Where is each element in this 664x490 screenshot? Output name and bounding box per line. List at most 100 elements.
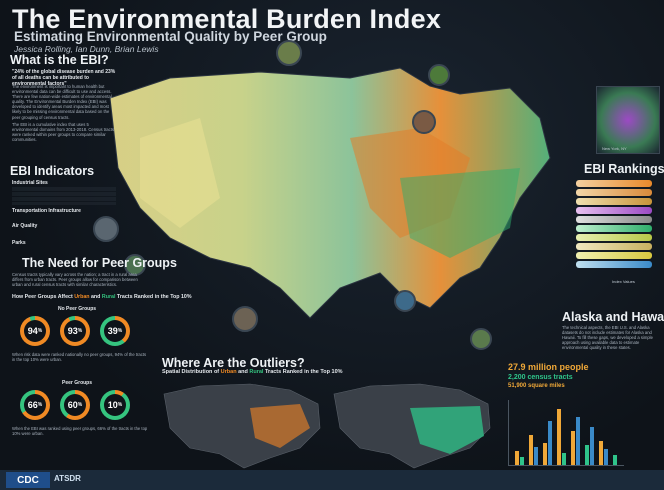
indicator-air: Air Quality	[12, 223, 38, 229]
no-peer-ring-3: 39%	[100, 316, 130, 346]
peer-value-3: 10	[107, 400, 118, 410]
what-is-heading: What is the EBI?	[10, 53, 109, 67]
rankings-heading: EBI Rankings	[584, 162, 664, 176]
outliers-sub-urban: Urban	[220, 369, 237, 375]
bar-15	[613, 455, 617, 465]
peer-pct-1: %	[37, 402, 43, 408]
alaska-heading: Alaska and Hawaii	[562, 310, 664, 324]
photo-circle-rural-icon	[124, 254, 146, 276]
no-peer-pct-1: %	[37, 328, 43, 334]
us-map-hotspot-west	[140, 118, 220, 228]
bar-3	[529, 435, 533, 465]
outliers-subheading: Spatial Distribution of Urban and Rural …	[162, 369, 343, 375]
peer-pct-3: %	[117, 402, 123, 408]
indicator-transport: Transportation Infrastructure	[12, 208, 81, 214]
bar-2	[520, 457, 524, 465]
bar-12	[590, 427, 594, 465]
us-map-hotspot-southeast	[400, 168, 520, 258]
bar-8	[562, 453, 566, 465]
peer-subheading-and: and	[89, 294, 102, 300]
no-peer-ring-2: 93%	[60, 316, 90, 346]
peer-subheading-pre: How Peer Groups Affect	[12, 294, 75, 300]
bar-7	[557, 409, 561, 465]
alaska-tracts: 2,200 census tracts	[508, 374, 573, 381]
outlier-map-urban	[163, 383, 321, 469]
no-peer-pct-2: %	[77, 328, 83, 334]
peer-ring-3: 10%	[100, 390, 130, 420]
no-peer-ring-1: 94%	[20, 316, 50, 346]
atsdr-logo: ATSDR	[54, 474, 81, 483]
peer-body: Census tracts typically vary across the …	[12, 272, 138, 288]
ranking-bar-7	[576, 234, 652, 241]
ranking-bar-1	[576, 180, 652, 187]
peer-subheading-urban: Urban	[74, 294, 90, 300]
peer-label: Peer Groups	[62, 380, 93, 386]
outliers-sub-rural: Rural	[249, 369, 264, 375]
footer-bar	[0, 470, 664, 490]
no-peer-value-3: 39	[107, 326, 118, 336]
ranking-bar-3	[576, 198, 652, 205]
ranking-bar-2	[576, 189, 652, 196]
alaska-bar-chart	[508, 400, 624, 466]
what-is-body1: The environment is important to human he…	[12, 84, 112, 120]
bar-6	[548, 421, 552, 465]
peer-note-1: When risk data were ranked nationally no…	[12, 352, 147, 363]
peer-ring-1: 66%	[20, 390, 50, 420]
bar-14	[604, 449, 608, 465]
ranking-bar-5	[576, 216, 652, 223]
indicator-industrial: Industrial Sites	[12, 180, 48, 186]
alaska-miles: 51,900 square miles	[508, 383, 565, 389]
alaska-people: 27.9 million people	[508, 362, 589, 372]
poster-title: The Environmental Burden Index	[12, 4, 442, 34]
indicator-parks: Parks	[12, 240, 26, 246]
photo-circle-coast-icon	[394, 290, 416, 312]
peer-value-1: 66	[27, 400, 38, 410]
poster-subtitle: Estimating Environmental Quality by Peer…	[14, 29, 327, 44]
nyc-inset-map	[596, 86, 660, 154]
cdc-logo: CDC	[6, 472, 50, 488]
no-peer-label: No Peer Groups	[58, 306, 97, 312]
photo-circle-highway-icon	[93, 216, 119, 242]
no-peer-value-2: 93	[67, 326, 78, 336]
outliers-sub-pre: Spatial Distribution of	[162, 369, 221, 375]
bar-10	[576, 417, 580, 465]
photo-circle-farm-icon	[276, 40, 302, 66]
indicator-industrial-list	[12, 187, 116, 205]
outliers-heading: Where Are the Outliers?	[162, 356, 305, 370]
photo-circle-park-icon	[470, 328, 492, 350]
alaska-body: The technical aspects, the EBI U.S. and …	[562, 325, 653, 351]
ranking-bar-10	[576, 261, 652, 268]
peer-heading: The Need for Peer Groups	[22, 256, 177, 270]
peer-note-2: When the EBI was ranked using peer group…	[12, 426, 148, 437]
bar-13	[599, 441, 603, 465]
no-peer-value-1: 94	[27, 326, 38, 336]
bar-4	[534, 447, 538, 465]
bar-9	[571, 431, 575, 465]
rankings-legend	[576, 180, 658, 276]
peer-subheading: How Peer Groups Affect Urban and Rural T…	[12, 294, 192, 300]
peer-ring-2: 60%	[60, 390, 90, 420]
rankings-footer: Index Values	[612, 279, 635, 284]
what-is-body2: The EBI is a cumulative index that uses …	[12, 122, 114, 143]
peer-pct-2: %	[77, 402, 83, 408]
ranking-bar-6	[576, 225, 652, 232]
ranking-bar-4	[576, 207, 652, 214]
poster-authors: Jessica Rolling, Ian Dunn, Brian Lewis	[14, 44, 159, 54]
what-is-quote: "24% of the global disease burden and 23…	[12, 69, 116, 87]
ranking-bar-9	[576, 252, 652, 259]
bar-11	[585, 445, 589, 465]
ranking-bar-8	[576, 243, 652, 250]
bar-1	[515, 451, 519, 465]
photo-circle-forest-icon	[428, 64, 450, 86]
nyc-inset-label: New York, NY	[602, 146, 627, 151]
photo-circle-factory-icon	[412, 110, 436, 134]
bar-5	[543, 443, 547, 465]
outlier-map-rural	[333, 383, 491, 469]
no-peer-pct-3: %	[117, 328, 123, 334]
us-map	[109, 67, 551, 319]
peer-value-2: 60	[67, 400, 78, 410]
peer-subheading-rural: Rural	[101, 294, 116, 300]
us-map-outline	[109, 67, 551, 319]
photo-circle-industry-icon	[232, 306, 258, 332]
outliers-sub-and: and	[236, 369, 250, 375]
